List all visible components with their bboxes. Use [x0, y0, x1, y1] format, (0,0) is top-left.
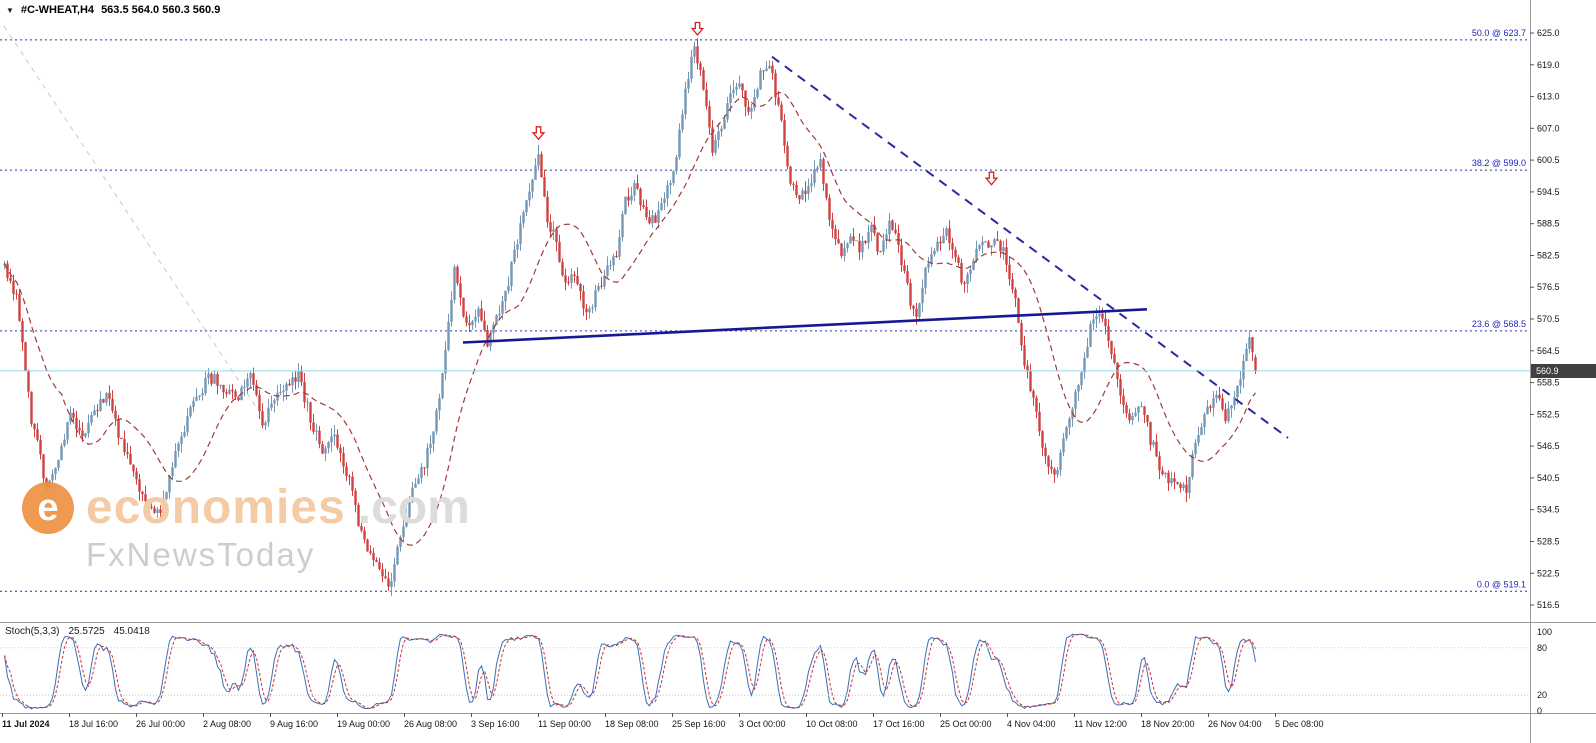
- indicator-pane-surface[interactable]: [0, 623, 1530, 713]
- time-tick-label: 26 Aug 08:00: [404, 719, 457, 729]
- time-tick-label: 18 Jul 16:00: [69, 719, 118, 729]
- price-tick-label: 619.0: [1537, 60, 1560, 70]
- time-tick-label: 10 Oct 08:00: [806, 719, 858, 729]
- time-tick-label: 4 Nov 04:00: [1007, 719, 1056, 729]
- price-tick-label: 625.0: [1537, 28, 1560, 38]
- price-tick-label: 576.5: [1537, 282, 1560, 292]
- price-tick-label: 552.5: [1537, 409, 1560, 419]
- price-tick-label: 546.5: [1537, 441, 1560, 451]
- time-tick-label: 3 Oct 00:00: [739, 719, 786, 729]
- economies-logo-icon: e: [22, 482, 74, 534]
- price-tick-label: 528.5: [1537, 537, 1560, 547]
- fib-level-label: 50.0 @ 623.7: [1472, 28, 1526, 38]
- symbol-title: #C-WHEAT,H4: [20, 4, 95, 16]
- time-tick-label: 18 Sep 08:00: [605, 719, 659, 729]
- watermark-brand: economies: [86, 481, 346, 534]
- moving-average-line: [3, 91, 1256, 546]
- time-axis[interactable]: [0, 714, 1596, 743]
- stochastic-indicator: [4, 633, 1256, 710]
- watermark-tagline: FxNewsToday: [86, 536, 316, 573]
- watermark-brand-suffix: .com: [357, 481, 470, 534]
- time-tick-label: 11 Sep 00:00: [538, 719, 591, 729]
- time-tick-label: 17 Oct 16:00: [873, 719, 925, 729]
- time-tick-label: 9 Aug 16:00: [270, 719, 318, 729]
- price-tick-label: 594.5: [1537, 187, 1560, 197]
- time-tick-label: 25 Sep 16:00: [672, 719, 726, 729]
- stoch-signal-line: [4, 633, 1256, 709]
- price-tick-label: 522.5: [1537, 568, 1560, 578]
- current-price-tag: 560.9: [1531, 364, 1596, 378]
- time-tick-label: 11 Nov 12:00: [1074, 719, 1127, 729]
- time-tick-label: 2 Aug 08:00: [203, 719, 251, 729]
- time-tick-label: 18 Nov 20:00: [1141, 719, 1195, 729]
- indicator-name: Stoch(5,3,3): [5, 626, 60, 637]
- diagonal-guide-line[interactable]: [3, 25, 257, 408]
- sell-signal-arrow-icon[interactable]: [984, 171, 999, 186]
- fib-level-label: 0.0 @ 519.1: [1477, 579, 1526, 589]
- time-tick-label: 19 Aug 00:00: [337, 719, 390, 729]
- price-tick-label: 600.5: [1537, 155, 1560, 165]
- time-tick-label: 25 Oct 00:00: [940, 719, 992, 729]
- price-tick-label: 570.5: [1537, 314, 1560, 324]
- sell-signal-arrow-icon[interactable]: [690, 21, 705, 37]
- price-tick-label: 564.5: [1537, 346, 1560, 356]
- indicator-label: Stoch(5,3,3) 25.5725 45.0418: [5, 626, 150, 637]
- price-tick-label: 558.5: [1537, 378, 1560, 388]
- time-tick-label: 26 Jul 00:00: [136, 719, 185, 729]
- indicator-main-value: 25.5725: [68, 626, 105, 637]
- time-tick-label: 11 Jul 2024: [2, 719, 50, 729]
- price-tick-label: 540.5: [1537, 473, 1560, 483]
- one-click-trading-toggle-icon[interactable]: ▼: [6, 5, 14, 15]
- price-tick-label: 582.5: [1537, 251, 1560, 261]
- time-tick-label: 26 Nov 04:00: [1208, 719, 1262, 729]
- indicator-signal-value: 45.0418: [113, 626, 150, 637]
- stoch-level-label: 100: [1537, 627, 1552, 637]
- sell-signal-arrow-icon[interactable]: [531, 126, 546, 141]
- price-tick-label: 613.0: [1537, 92, 1560, 102]
- fib-level-label: 23.6 @ 568.5: [1472, 319, 1526, 329]
- stoch-level-label: 20: [1537, 690, 1547, 700]
- price-tick-label: 607.0: [1537, 123, 1560, 133]
- time-tick-label: 3 Sep 16:00: [471, 719, 520, 729]
- time-tick-label: 5 Dec 08:00: [1275, 719, 1324, 729]
- price-tick-label: 516.5: [1537, 600, 1560, 610]
- stoch-level-label: 80: [1537, 643, 1547, 653]
- descending-resistance-line[interactable]: [771, 55, 1289, 439]
- ascending-support-line[interactable]: [462, 308, 1148, 344]
- watermark: e economies .com FxNewsToday: [22, 482, 470, 571]
- price-tick-label: 534.5: [1537, 505, 1560, 515]
- price-axis[interactable]: [1531, 0, 1596, 713]
- price-tick-label: 588.5: [1537, 219, 1560, 229]
- symbol-info-bar: ▼ #C-WHEAT,H4 563.5 564.0 560.3 560.9: [6, 4, 220, 16]
- ohlc-values: 563.5 564.0 560.3 560.9: [101, 4, 221, 16]
- stoch-level-label: 0: [1537, 706, 1542, 716]
- fib-level-label: 38.2 @ 599.0: [1472, 158, 1526, 168]
